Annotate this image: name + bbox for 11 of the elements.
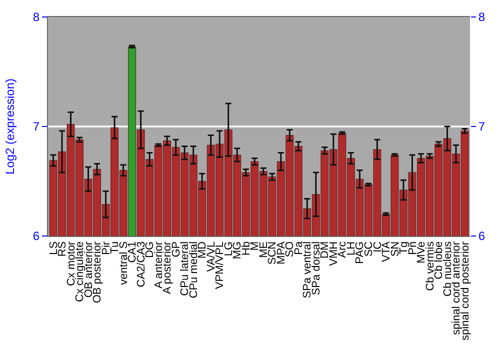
y-axis-title: Log2 (expression): [3, 78, 18, 175]
y2-tick-label: 8: [478, 10, 486, 24]
y2-tick-label: 6: [478, 229, 486, 244]
y2-tick-label: 7: [478, 120, 486, 134]
x-tick-label: OB posterior: [92, 241, 104, 304]
x-tick-label: Tg: [398, 241, 410, 254]
x-tick-label: A posterior: [162, 241, 174, 294]
y-tick-label: 8: [32, 10, 40, 24]
y-tick-label: 6: [32, 229, 40, 244]
x-tick-label: spinal cord posterior: [459, 241, 472, 340]
y-tick-label: 7: [32, 120, 40, 134]
